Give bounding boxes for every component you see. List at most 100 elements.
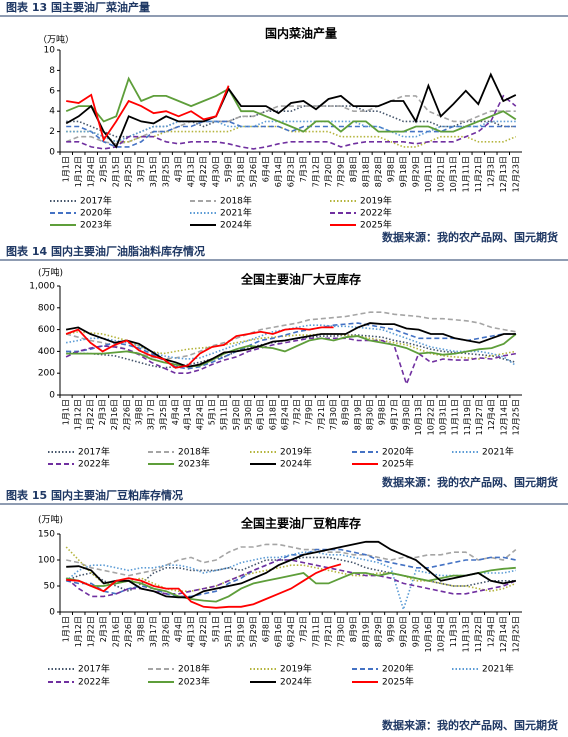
legend-label: 2017年 — [78, 446, 110, 458]
series-line — [66, 85, 230, 142]
x-tick-label: 5月26日 — [249, 156, 258, 187]
series-line — [65, 322, 516, 368]
x-tick-label: 11月22日 — [474, 616, 483, 652]
x-tick-label: 4月24日 — [195, 399, 204, 430]
x-tick-label: 2月3日 — [99, 616, 108, 642]
x-tick-label: 1月1日 — [62, 399, 71, 425]
figure-caption: 图表 14 国内主要油厂油脂油料库存情况 — [6, 244, 205, 258]
x-tick-label: 8月19日 — [361, 616, 370, 647]
x-tick-label: 7月30日 — [336, 616, 345, 647]
x-tick-label: 7月29日 — [336, 156, 345, 187]
legend-label: 2018年 — [220, 195, 252, 207]
x-tick-label: 1月24日 — [87, 156, 96, 187]
x-tick-label: 2月3日 — [98, 399, 107, 425]
series-line — [65, 337, 517, 387]
series-line — [66, 548, 516, 598]
y-tick-label: 1,000 — [29, 282, 55, 292]
series-line — [66, 94, 517, 150]
x-tick-label: 9月9日 — [386, 616, 395, 642]
x-tick-label: 8月19日 — [353, 399, 362, 430]
x-tick-label: 12月3日 — [486, 156, 495, 187]
x-tick-label: 6月8日 — [262, 616, 271, 642]
x-tick-label: 3月15日 — [149, 156, 158, 187]
series-line — [66, 333, 517, 368]
y-tick-label: 200 — [38, 369, 55, 379]
y-tick-label: 0 — [49, 608, 55, 618]
x-tick-label: 11月3日 — [449, 616, 458, 647]
x-tick-label: 1月1日 — [62, 156, 71, 182]
x-tick-label: 5月9日 — [224, 156, 233, 182]
legend-label: 2022年 — [78, 458, 110, 470]
x-tick-label: 4月30日 — [212, 156, 221, 187]
x-tick-label: 6月23日 — [287, 156, 296, 187]
x-tick-label: 6月18日 — [268, 399, 277, 430]
series-line — [66, 540, 516, 599]
x-tick-label: 8月9日 — [349, 616, 358, 642]
y-tick-label: 4 — [49, 107, 55, 117]
legend-label: 2022年 — [360, 207, 392, 219]
x-tick-label: 7月3日 — [299, 156, 308, 182]
figure-caption: 图表 15 国内主要油厂豆粕库存情况 — [6, 488, 183, 502]
x-tick-label: 3月26日 — [162, 616, 171, 647]
figure-caption: 图表 13 国主要油厂菜油产量 — [6, 0, 150, 14]
x-tick-label: 11月27日 — [475, 399, 484, 435]
x-tick-label: 4月22日 — [199, 616, 208, 647]
data-source: 数据来源：我的农产品网、国元期货 — [382, 230, 558, 244]
y-tick-label: 600 — [38, 325, 55, 335]
x-tick-label: 2月16日 — [110, 399, 119, 430]
legend-label: 2019年 — [280, 446, 312, 458]
series-line — [66, 563, 342, 609]
x-tick-label: 3月25日 — [159, 399, 168, 430]
y-tick-label: 800 — [38, 303, 55, 313]
x-tick-label: 6月24日 — [280, 399, 289, 430]
x-tick-label: 6月14日 — [274, 156, 283, 187]
legend-label: 2024年 — [280, 676, 312, 688]
legend-label: 2025年 — [382, 458, 414, 470]
legend-label: 2023年 — [178, 458, 210, 470]
x-tick-label: 4月13日 — [187, 616, 196, 647]
x-tick-label: 2月16日 — [112, 616, 121, 647]
series-line — [66, 322, 516, 370]
x-tick-label: 12月23日 — [511, 156, 520, 192]
x-tick-label: 8月8日 — [349, 156, 358, 182]
legend-label: 2020年 — [382, 446, 414, 458]
x-tick-label: 7月12日 — [311, 156, 320, 187]
x-tick-label: 9月18日 — [399, 156, 408, 187]
x-tick-label: 4月13日 — [187, 156, 196, 187]
x-tick-label: 5月29日 — [249, 616, 258, 647]
x-tick-label: 2月5日 — [99, 156, 108, 182]
x-tick-label: 3月8日 — [137, 616, 146, 642]
x-tick-label: 4月22日 — [199, 156, 208, 187]
x-tick-label: 10月22日 — [426, 399, 435, 435]
legend-label: 2019年 — [280, 663, 312, 675]
x-tick-label: 3月7日 — [137, 156, 146, 182]
series-line — [66, 125, 517, 148]
x-tick-label: 10月31日 — [449, 156, 458, 192]
x-tick-label: 2月25日 — [124, 156, 133, 187]
y-tick-label: 6 — [49, 86, 55, 96]
x-tick-label: 5月11日 — [224, 616, 233, 647]
series-line — [65, 556, 516, 593]
y-tick-label: 100 — [38, 556, 55, 566]
x-tick-label: 8月30日 — [366, 399, 375, 430]
x-tick-label: 9月8日 — [378, 399, 387, 425]
legend-label: 2021年 — [482, 663, 514, 675]
chart-title: 国内菜油产量 — [265, 26, 337, 41]
x-tick-label: 6月16日 — [274, 616, 283, 647]
data-source: 数据来源：我的农产品网、国元期货 — [382, 718, 558, 732]
x-tick-label: 7月2日 — [293, 399, 302, 425]
x-tick-label: 8月28日 — [374, 156, 383, 187]
series-line — [65, 330, 517, 360]
legend-label: 2023年 — [80, 219, 112, 231]
x-tick-label: 1月12日 — [74, 616, 83, 647]
y-tick-label: 2 — [49, 127, 55, 137]
legend-label: 2018年 — [178, 663, 210, 675]
x-tick-label: 9月8日 — [386, 156, 395, 182]
legend-label: 2025年 — [360, 219, 392, 231]
series-line — [65, 546, 517, 593]
x-tick-label: 7月30日 — [329, 399, 338, 430]
y-tick-label: 50 — [44, 582, 56, 592]
legend-label: 2020年 — [80, 207, 112, 219]
x-tick-label: 11月11日 — [451, 399, 460, 435]
